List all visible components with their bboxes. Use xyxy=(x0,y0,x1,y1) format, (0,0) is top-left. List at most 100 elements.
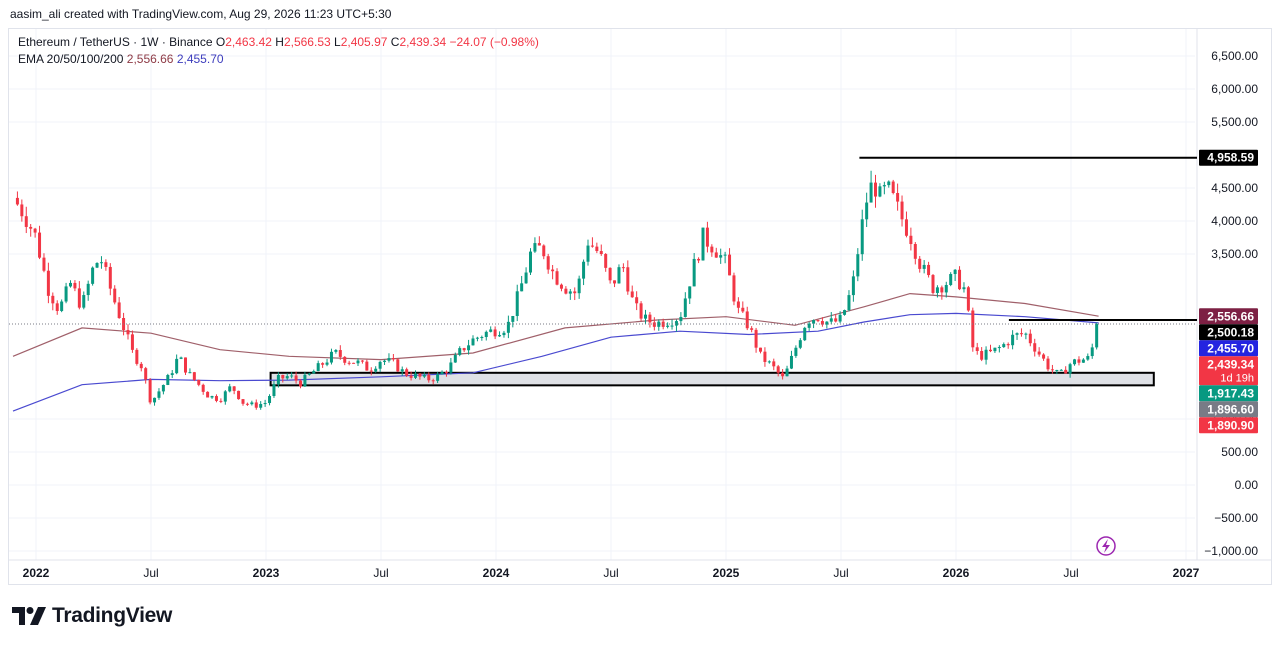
candle-body xyxy=(891,181,895,194)
candle-body xyxy=(834,318,838,322)
candle-body xyxy=(480,337,484,339)
chart-frame xyxy=(8,28,1272,585)
price-tag xyxy=(1199,340,1258,357)
candle-body xyxy=(285,376,289,379)
candle-body xyxy=(931,275,935,293)
ema-b-line xyxy=(12,312,1099,412)
candle-body xyxy=(958,269,962,290)
candle-body xyxy=(396,359,400,372)
close-label: C xyxy=(390,35,400,49)
candle-body xyxy=(493,329,497,337)
candle-body xyxy=(980,350,984,360)
candle-body xyxy=(148,379,152,403)
price-tag-label: 1,890.90 xyxy=(1207,418,1254,432)
high-value: 2,566.53 xyxy=(283,35,331,49)
candle-body xyxy=(639,303,643,319)
candle-body xyxy=(949,274,953,286)
candle-body xyxy=(453,354,457,363)
candle-body xyxy=(621,267,625,269)
candle-body xyxy=(829,318,833,322)
candle-body xyxy=(321,363,325,365)
attribution-text: aasim_ali created with TradingView.com, … xyxy=(10,7,392,21)
candle-body xyxy=(502,332,506,336)
candle-body xyxy=(360,360,364,362)
candle-body xyxy=(728,254,732,276)
candle-body xyxy=(551,269,555,272)
candle-body xyxy=(427,374,431,381)
candle-body xyxy=(533,243,537,252)
y-tick-label: 3,500.00 xyxy=(1211,247,1258,261)
candle-body xyxy=(334,350,338,352)
candle-body xyxy=(307,373,311,375)
candle-body xyxy=(268,395,272,404)
low-label: L xyxy=(334,35,341,49)
candle-body xyxy=(767,361,771,363)
candle-body xyxy=(1086,356,1090,360)
candle-body xyxy=(391,358,395,360)
candle-body xyxy=(378,361,382,369)
candle-body xyxy=(91,267,95,284)
price-tag xyxy=(1199,417,1258,434)
candle-body xyxy=(781,372,785,377)
candle-body xyxy=(462,348,466,351)
candle-body xyxy=(166,375,170,385)
candle-body xyxy=(214,396,218,401)
y-tick-label: 6,500.00 xyxy=(1211,49,1258,63)
candle-body xyxy=(440,372,444,375)
candle-body xyxy=(365,361,369,371)
candle-body xyxy=(1068,364,1072,374)
candle-body xyxy=(697,258,701,261)
candle-body xyxy=(962,287,966,290)
candle-body xyxy=(24,216,28,227)
x-tick-label: Jul xyxy=(143,566,158,580)
candle-body xyxy=(312,371,316,374)
y-tick-label: 4,500.00 xyxy=(1211,181,1258,195)
price-tag xyxy=(1199,308,1258,325)
candle-body xyxy=(436,374,440,381)
candle-body xyxy=(555,271,559,285)
candle-body xyxy=(484,331,488,338)
candle-body xyxy=(405,369,409,376)
candle-body xyxy=(1033,343,1037,352)
candle-body xyxy=(272,384,276,396)
candle-body xyxy=(1077,359,1081,363)
candle-body xyxy=(237,390,241,400)
candle-body xyxy=(130,334,134,350)
candle-body xyxy=(431,380,435,382)
candle-body xyxy=(666,325,670,327)
y-tick-label: 6,000.00 xyxy=(1211,82,1258,96)
price-tag xyxy=(1199,324,1258,341)
candle-body xyxy=(73,282,77,289)
y-tick-label: −1,000.00 xyxy=(1204,544,1258,558)
lightning-icon[interactable] xyxy=(1096,536,1116,556)
lightning-icon-bolt xyxy=(1102,539,1110,553)
candle-body xyxy=(582,261,586,279)
candle-body xyxy=(935,287,939,293)
candle-body xyxy=(69,282,72,287)
candle-body xyxy=(467,345,471,351)
candle-body xyxy=(613,280,617,284)
low-value: 2,405.97 xyxy=(340,35,388,49)
candle-body xyxy=(652,322,656,327)
y-tick-label: 500.00 xyxy=(1221,445,1258,459)
candle-body xyxy=(192,372,196,380)
candle-body xyxy=(471,338,475,346)
close-value: 2,439.34 xyxy=(399,35,447,49)
candle-body xyxy=(347,362,351,364)
candle-body xyxy=(586,245,590,262)
candle-body xyxy=(219,400,223,402)
candle-body xyxy=(126,330,130,335)
candle-body xyxy=(60,301,64,311)
candle-body xyxy=(922,264,926,269)
candle-body xyxy=(568,291,572,294)
candle-body xyxy=(506,321,510,333)
price-tag xyxy=(1199,356,1258,386)
candle-body xyxy=(825,321,829,325)
candle-body xyxy=(259,404,263,408)
candle-body xyxy=(294,375,298,381)
candle-body xyxy=(648,314,652,323)
y-tick-label: −500.00 xyxy=(1214,511,1258,525)
candle-body xyxy=(179,357,183,359)
candle-body xyxy=(944,285,948,293)
